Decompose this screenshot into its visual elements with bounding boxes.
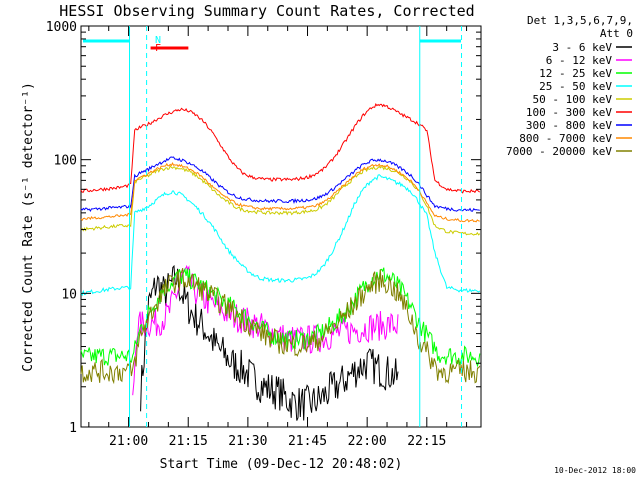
x-tick-label: 21:15 <box>169 434 208 449</box>
x-tick-label: 22:00 <box>348 434 387 449</box>
plot-frame <box>80 25 482 428</box>
legend-entry-label: 50 - 100 keV <box>533 93 613 106</box>
x-tick-label: 21:45 <box>288 434 327 449</box>
chart-title: HESSI Observing Summary Count Rates, Cor… <box>59 2 474 20</box>
flags-layer <box>83 26 463 427</box>
y-tick-label: 100 <box>54 154 77 169</box>
legend-entry-label: 100 - 300 keV <box>526 106 612 119</box>
series-line-7 <box>80 162 480 223</box>
legend-entry-label: 300 - 800 keV <box>526 119 612 132</box>
legend-header-line-2: Att 0 <box>600 27 633 40</box>
legend-entry-label: 25 - 50 keV <box>539 80 612 93</box>
series-line-1 <box>132 264 399 396</box>
legend-header-line-1: Det 1,3,5,6,7,9, <box>527 14 633 27</box>
y-tick-label: 10 <box>61 287 77 302</box>
x-tick-label: 21:00 <box>109 434 148 449</box>
series-line-8 <box>80 268 481 385</box>
x-tick-label: 21:30 <box>228 434 267 449</box>
legend-entry-label: 3 - 6 keV <box>552 41 612 54</box>
y-axis-label: Corrected Count Rate (s⁻¹ detector⁻¹) <box>21 82 36 372</box>
series-line-2 <box>80 267 481 368</box>
legend-entry-label: 6 - 12 keV <box>546 54 613 67</box>
y-tick-label: 1 <box>69 421 77 436</box>
footer-timestamp: 10-Dec-2012 18:00 <box>554 466 636 475</box>
flag-f-label: F <box>155 43 161 54</box>
x-tick-label: 22:15 <box>407 434 446 449</box>
legend-entry-label: 800 - 7000 keV <box>519 132 612 145</box>
series-line-3 <box>80 174 481 297</box>
series-line-0 <box>140 264 399 421</box>
ticks-layer: 1 10 100 1000 21:00 21:15 21:30 21:45 22:00 22:15 <box>46 20 481 449</box>
series-line-5 <box>80 103 481 194</box>
flag-n-label: N <box>155 35 161 46</box>
legend-entry-label: 7000 - 20000 keV <box>506 145 612 158</box>
series-line-6 <box>80 156 480 213</box>
y-tick-label: 1000 <box>46 20 77 35</box>
legend-entry-label: 12 - 25 keV <box>539 67 612 80</box>
series-line-4 <box>80 165 481 236</box>
x-axis-label: Start Time (09-Dec-12 20:48:02) <box>160 457 403 472</box>
series-layer <box>80 103 481 421</box>
